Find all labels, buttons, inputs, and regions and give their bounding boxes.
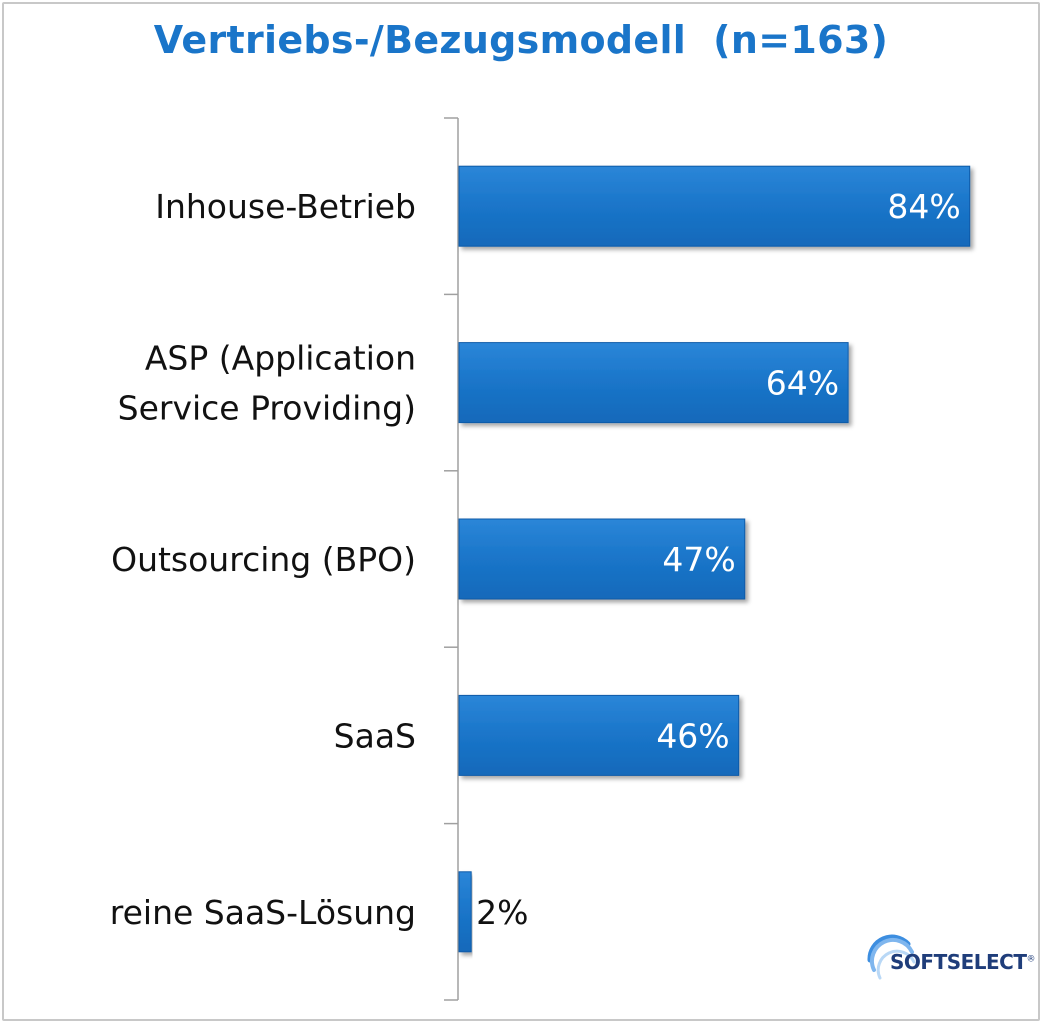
category-label: ASP (Application — [145, 339, 416, 378]
logo-wordmark: SOFTSELECT® — [890, 950, 1036, 974]
data-label: 84% — [887, 187, 960, 226]
bar — [458, 694, 740, 776]
category-label: Service Providing) — [118, 389, 416, 428]
data-label: 46% — [656, 716, 729, 755]
bar — [458, 165, 971, 247]
data-label: 47% — [662, 540, 735, 579]
softselect-logo: SOFTSELECT® — [862, 930, 1035, 990]
category-label: Outsourcing (BPO) — [111, 540, 416, 579]
data-label: 2% — [476, 893, 528, 932]
data-label: 64% — [766, 364, 839, 403]
category-label: Inhouse-Betrieb — [155, 187, 416, 226]
category-label: reine SaaS-Lösung — [110, 893, 416, 932]
logo-swirl-icon — [867, 934, 916, 980]
bar — [458, 871, 472, 953]
bar — [458, 518, 746, 600]
chart-title: Vertriebs-/Bezugsmodell (n=163) — [153, 18, 889, 62]
category-label: SaaS — [334, 716, 416, 755]
bar — [458, 342, 849, 424]
